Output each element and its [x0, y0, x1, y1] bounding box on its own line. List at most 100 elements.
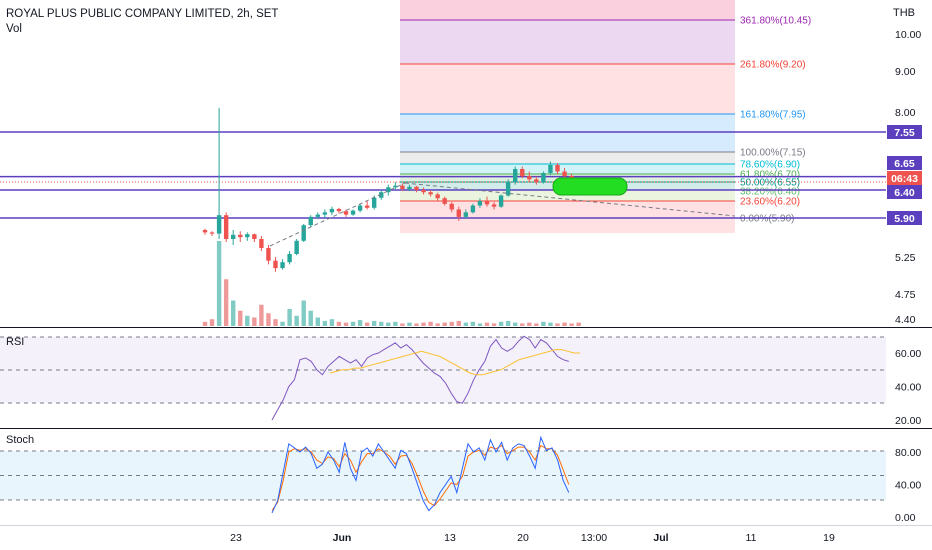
fib-band — [400, 20, 735, 64]
volume-bar — [266, 313, 271, 326]
price-tick: 4.40 — [895, 314, 916, 326]
volume-bar — [414, 323, 419, 326]
volume-bar — [569, 323, 574, 326]
volume-bar — [379, 321, 384, 326]
candle-body — [400, 185, 405, 189]
volume-bar — [456, 320, 461, 326]
volume-bar — [209, 319, 215, 326]
candle-body — [428, 192, 433, 195]
volume-bar — [343, 322, 349, 326]
fibonacci-extension[interactable]: 361.80%(10.45) 261.80%(9.20) 161.80%(7.95)… — [400, 0, 811, 233]
rsi-tick: 40.00 — [895, 382, 921, 394]
stoch-tick: 40.00 — [895, 480, 921, 492]
rsi-line — [271, 335, 569, 421]
price-tag — [887, 125, 922, 139]
candle-body — [534, 179, 539, 182]
candle-body — [484, 201, 490, 205]
candle-body — [350, 210, 356, 215]
volume-bar — [223, 279, 229, 326]
price-tick: 5.25 — [895, 252, 916, 264]
candle-body — [329, 208, 335, 213]
volume-bar — [428, 321, 433, 326]
volume-bar — [555, 323, 560, 326]
price-tick: 4.75 — [895, 289, 916, 301]
volume-bar — [541, 321, 546, 326]
time-tick: Jun — [333, 532, 352, 544]
volume-bar — [231, 300, 236, 326]
trend-line[interactable] — [269, 182, 406, 247]
candle-body — [527, 176, 532, 180]
volume-bar — [534, 323, 539, 326]
candle-body — [555, 165, 560, 172]
volume-bar — [259, 304, 264, 326]
candle-body — [202, 230, 208, 233]
candle-body — [520, 169, 525, 177]
chart-title: ROYAL PLUS PUBLIC COMPANY LIMITED, 2h, S… — [6, 8, 278, 20]
stoch-panel[interactable]: Stoch — [0, 434, 886, 514]
price-tag-label: 5.90 — [894, 213, 915, 225]
candle-body — [322, 212, 328, 215]
candle-body — [343, 211, 349, 215]
volume-bar — [449, 321, 454, 326]
fib-band — [400, 164, 735, 174]
horizontal-levels[interactable] — [0, 131, 886, 219]
time-tick: 13 — [444, 532, 456, 544]
stoch-tick: 0.00 — [895, 512, 916, 524]
fib-band — [400, 64, 735, 114]
price-axis[interactable]: 10.00 9.00 8.00 5.25 4.75 4.40 60.00 40.00 20.00… — [895, 29, 921, 524]
candle-body — [513, 169, 518, 182]
volume-bar — [357, 320, 363, 326]
candle-body — [456, 209, 461, 217]
time-axis[interactable]: 23 Jun 13 20 13:00 Jul 11 19 — [230, 532, 835, 544]
volume-bar — [252, 317, 257, 326]
price-tag-label: 6.65 — [894, 158, 915, 170]
volume-bar — [576, 322, 581, 326]
stoch-k-line — [271, 435, 570, 514]
volume-bar — [491, 323, 497, 326]
candle-body — [252, 234, 257, 239]
candle-body — [259, 239, 264, 248]
time-tick: 23 — [230, 532, 242, 544]
candle-body — [336, 208, 342, 212]
candle-body — [463, 212, 469, 217]
price-candles — [202, 107, 581, 272]
volume-bar — [301, 300, 306, 326]
volume-bar — [484, 322, 490, 326]
candle-body — [273, 260, 278, 269]
price-tag — [887, 185, 922, 199]
time-tick: 13:00 — [581, 532, 607, 544]
candle-body — [541, 173, 546, 182]
fib-level-label: 50.00%(6.55) — [740, 178, 800, 189]
time-tick: Jul — [653, 532, 668, 544]
volume-bar — [442, 322, 447, 326]
price-tag-label: 6.40 — [894, 187, 915, 199]
trend-line-2[interactable] — [404, 182, 736, 217]
fib-band — [400, 0, 735, 20]
fib-band — [400, 218, 735, 233]
volume-bar — [386, 322, 391, 326]
target-zone-marker[interactable] — [552, 177, 628, 196]
price-tag — [887, 171, 922, 185]
stoch-label: Stoch — [6, 434, 34, 446]
candle-body — [231, 234, 236, 239]
price-tag-label: 06:43 — [891, 173, 918, 185]
fib-band — [400, 114, 735, 152]
currency-label: THB — [893, 7, 915, 19]
rsi-panel[interactable]: RSI — [0, 335, 886, 421]
candle-body — [294, 240, 299, 254]
volume-bar — [273, 319, 278, 326]
volume-bar — [238, 310, 243, 326]
candle-body — [548, 165, 553, 173]
volume-bar — [287, 309, 292, 326]
fib-level-label: 161.80%(7.95) — [740, 110, 806, 121]
candle-body — [491, 204, 497, 207]
candle-body — [414, 186, 419, 190]
time-tick: 11 — [746, 532, 757, 544]
candle-body — [280, 262, 285, 269]
volume-bar — [280, 321, 285, 326]
candle-body — [407, 186, 412, 189]
rsi-tick: 60.00 — [895, 348, 921, 360]
price-tick: 8.00 — [895, 107, 916, 119]
volume-bar — [527, 322, 532, 326]
